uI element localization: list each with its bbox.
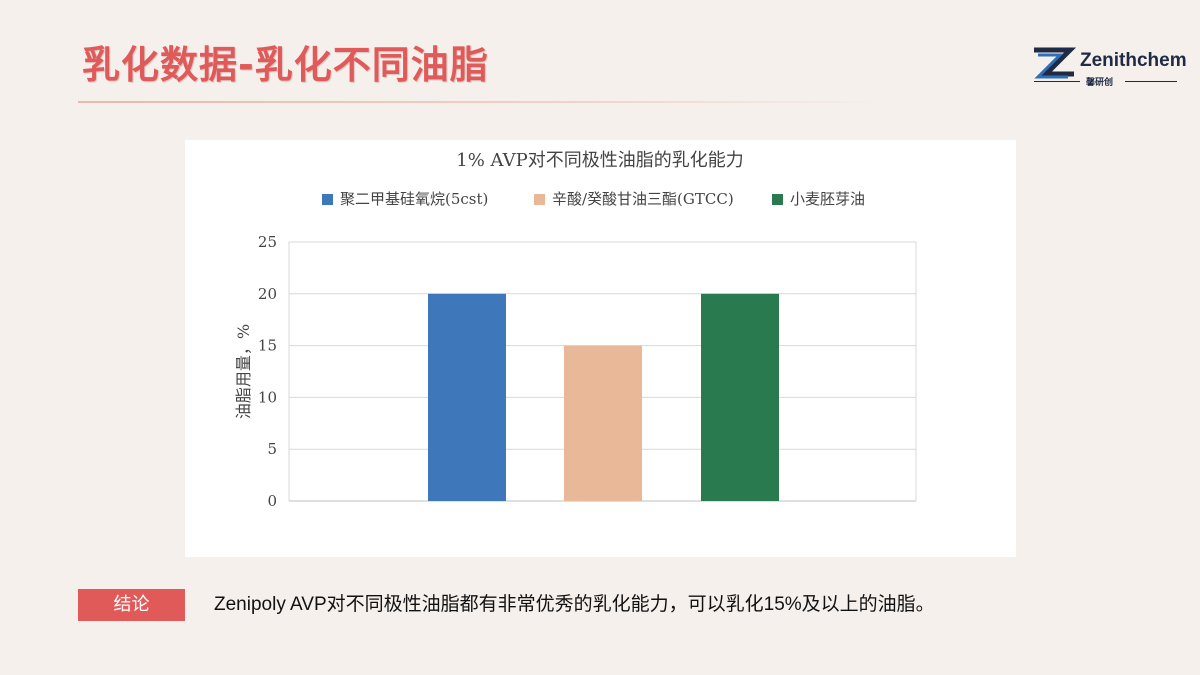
chart-panel: 1% AVP对不同极性油脂的乳化能力聚二甲基硅氧烷(5cst) 辛酸/癸酸甘油三酯…: [185, 140, 1016, 557]
legend-swatch-2: [534, 194, 545, 205]
logo-subtitle: 馨研创: [1086, 78, 1114, 88]
logo-wordmark: Zenithchem: [1080, 50, 1187, 71]
bar-2: [564, 345, 642, 501]
chart-title: 1% AVP对不同极性油脂的乳化能力: [456, 150, 744, 171]
y-tick-label: 5: [267, 440, 277, 458]
logo-rule-right: [1125, 81, 1177, 82]
logo-rule-left: [1034, 81, 1080, 82]
legend-swatch-1: [322, 194, 333, 205]
y-tick-label: 15: [258, 337, 277, 355]
title-divider: [78, 101, 890, 103]
y-tick-label: 25: [258, 233, 277, 251]
legend-label-3: 小麦胚芽油: [790, 190, 865, 208]
legend-label-2: 辛酸/癸酸甘油三酯(GTCC): [552, 190, 734, 208]
y-axis-label: 油脂用量，%: [234, 324, 253, 419]
bar-1: [428, 293, 506, 501]
company-logo: Zenithchem 馨研创: [1030, 44, 1187, 90]
slide-title: 乳化数据-乳化不同油脂: [82, 43, 489, 87]
zenithchem-z-logo-icon: [1034, 47, 1077, 79]
y-tick-label: 10: [258, 388, 277, 406]
conclusion-label: 结论: [78, 589, 185, 621]
y-tick-label: 0: [267, 492, 277, 510]
legend-label-1: 聚二甲基硅氧烷(5cst): [340, 190, 488, 208]
conclusion-text: Zenipoly AVP对不同极性油脂都有非常优秀的乳化能力，可以乳化15%及以…: [214, 594, 935, 615]
legend-swatch-3: [772, 194, 783, 205]
bar-3: [701, 293, 779, 501]
y-tick-label: 20: [258, 285, 277, 303]
